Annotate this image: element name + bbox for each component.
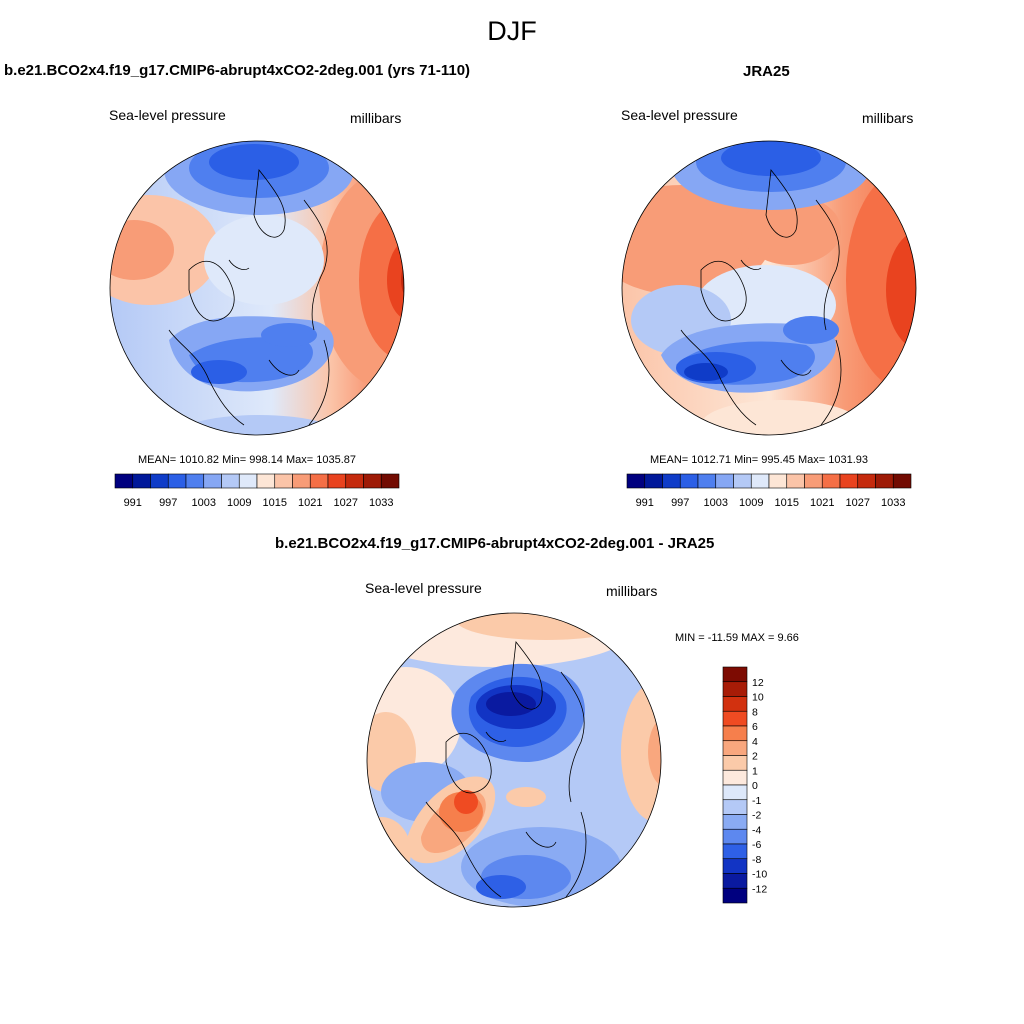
panel2-colorbar-swatch (679, 473, 699, 489)
panel2-colorbar: 991 997 1003 1009 1015 1021 1027 1033 (626, 473, 912, 509)
panel3-colorbar-tick-label: 1 (752, 765, 758, 777)
panel2-title: JRA25 (743, 63, 790, 80)
panel3-stats: MIN = -11.59 MAX = 9.66 (675, 632, 799, 644)
panel3-colorbar-tick-label: -4 (752, 824, 761, 836)
panel3-colorbar-tick-label: -8 (752, 854, 761, 866)
panel2-colorbar-swatch (697, 473, 717, 489)
panel2-variable-label: Sea-level pressure (621, 107, 738, 123)
panel2-colorbar-tick-label: 1021 (810, 497, 834, 509)
panel2-colorbar-swatch (786, 473, 805, 489)
panel2-colorbar-swatch (750, 473, 770, 489)
figure-title: DJF (487, 16, 537, 46)
panel3-colorbar-swatch (722, 799, 748, 815)
panel3-colorbar-tick-label: 0 (752, 780, 758, 792)
panel3-colorbar-tick-label: 10 (752, 692, 764, 704)
panel2-colorbar-swatch (715, 473, 734, 489)
panel3-colorbar-tick-label: 6 (752, 721, 758, 733)
panel1-colorbar-swatch (203, 473, 222, 489)
panel3-colorbar-swatch (722, 681, 748, 697)
panel3-colorbar-swatch (722, 843, 748, 860)
panel3-colorbar-tick-label: -12 (752, 883, 767, 895)
panel3-colorbar-tick-label: 12 (752, 677, 764, 689)
panel1-colorbar-swatch (150, 473, 169, 489)
panel1-colorbar-swatch (380, 473, 400, 489)
panel1-colorbar-swatch (292, 473, 311, 489)
panel3-title: b.e21.BCO2x4.f19_g17.CMIP6-abrupt4xCO2-2… (275, 535, 715, 552)
panel3-polar-map (366, 612, 662, 908)
panel2-colorbar-swatch (804, 473, 823, 489)
panel3-units-label: millibars (606, 583, 658, 599)
panel1-stats: MEAN= 1010.82 Min= 998.14 Max= 1035.87 (138, 454, 357, 466)
panel1-colorbar-swatch (309, 473, 329, 489)
panel2-colorbar-tick-label: 1033 (881, 497, 905, 509)
panel3-colorbar-swatch (722, 887, 748, 904)
panel3-colorbar-swatch (722, 873, 748, 889)
panel1-colorbar-swatch (132, 473, 151, 489)
panel2-polar-map (621, 140, 917, 436)
panel2-colorbar-tick-label: 1003 (704, 497, 728, 509)
panel1-colorbar-swatch (327, 473, 347, 489)
panel2-stats: MEAN= 1012.71 Min= 995.45 Max= 1031.93 (650, 454, 869, 466)
panel2-colorbar-swatch (857, 473, 876, 489)
panel3-colorbar-swatch (722, 858, 748, 874)
panel1-colorbar-tick-label: 1009 (227, 497, 251, 509)
panel3-variable-label: Sea-level pressure (365, 580, 482, 596)
panel1-colorbar-swatch (345, 473, 364, 489)
panel2-colorbar-swatch (662, 473, 681, 489)
panel1-colorbar-tick-label: 1021 (298, 497, 322, 509)
panel1-units-label: millibars (350, 110, 402, 126)
panel3-colorbar-tick-label: -10 (752, 869, 767, 881)
panel3-colorbar-tick-label: -2 (752, 810, 761, 822)
panel1-colorbar-tick-label: 1015 (263, 497, 287, 509)
panel3-colorbar-tick-label: 4 (752, 736, 758, 748)
panel1-colorbar-swatch (238, 473, 258, 489)
panel1-colorbar-swatch (274, 473, 293, 489)
panel2-colorbar-swatch (626, 473, 646, 489)
panel2-colorbar-swatch (733, 473, 752, 489)
panel3-colorbar-swatch (722, 666, 748, 683)
panel2-colorbar-swatch (875, 473, 894, 489)
panel2-colorbar-tick-label: 1009 (739, 497, 763, 509)
panel3-colorbar-tick-label: -6 (752, 839, 761, 851)
panel1-colorbar-swatch (185, 473, 205, 489)
panel1-colorbar-tick-label: 1003 (192, 497, 216, 509)
panel2-colorbar-tick-label: 1027 (846, 497, 870, 509)
panel3-colorbar-swatch (722, 740, 748, 756)
panel2-colorbar-swatch (821, 473, 841, 489)
panel1-colorbar-tick-label: 997 (159, 497, 177, 509)
panel1-colorbar: 991 997 1003 1009 1015 1021 1027 1033 (114, 473, 400, 509)
panel1-colorbar-tick-label: 1033 (369, 497, 393, 509)
panel1-colorbar-tick-label: 991 (124, 497, 142, 509)
panel1-polar-map (109, 140, 405, 436)
panel2-colorbar-tick-label: 1015 (775, 497, 799, 509)
panel2-colorbar-swatch (644, 473, 663, 489)
panel1-colorbar-swatch (167, 473, 187, 489)
panel1-title: b.e21.BCO2x4.f19_g17.CMIP6-abrupt4xCO2-2… (4, 62, 471, 79)
panel1-colorbar-tick-label: 1027 (334, 497, 358, 509)
panel3-colorbar-tick-label: -1 (752, 795, 761, 807)
panel3-colorbar-swatch (722, 814, 748, 830)
panel3-colorbar-swatch (722, 755, 748, 771)
panel3-colorbar-swatch (722, 828, 748, 845)
panel1-variable-label: Sea-level pressure (109, 107, 226, 123)
panel1-colorbar-swatch (363, 473, 382, 489)
panel2-units-label: millibars (862, 110, 914, 126)
panel2-colorbar-swatch (839, 473, 859, 489)
panel3-colorbar-swatch (722, 725, 748, 742)
panel1-colorbar-swatch (221, 473, 240, 489)
panel3-colorbar-swatch (722, 784, 748, 801)
panel2-colorbar-swatch (892, 473, 912, 489)
panel3-colorbar-swatch (722, 696, 748, 712)
panel2-colorbar-tick-label: 997 (671, 497, 689, 509)
panel3-colorbar-swatch (722, 769, 748, 786)
panel1-colorbar-swatch (256, 473, 276, 489)
panel3-colorbar-swatch (722, 710, 748, 727)
panel3-colorbar-tick-label: 2 (752, 751, 758, 763)
panel2-colorbar-swatch (768, 473, 788, 489)
panel1-colorbar-swatch (114, 473, 134, 489)
panel2-colorbar-tick-label: 991 (636, 497, 654, 509)
panel3-colorbar-tick-label: 8 (752, 706, 758, 718)
